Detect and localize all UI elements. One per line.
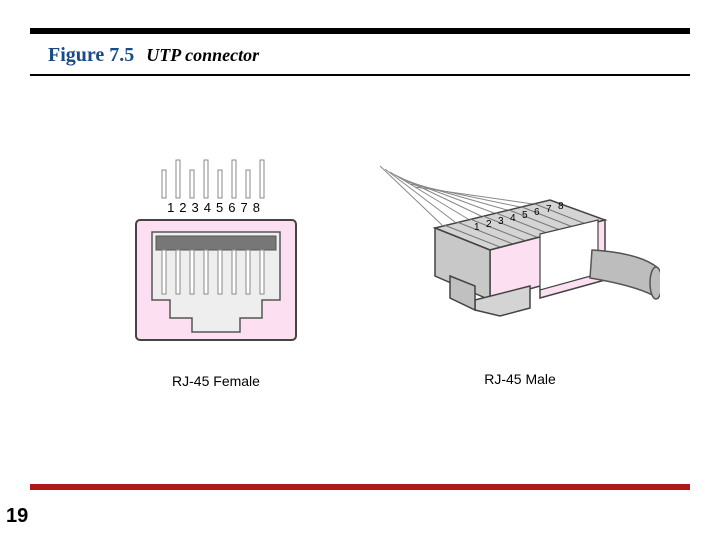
page-number: 19 — [6, 505, 28, 528]
rj45-female-svg: 12345678 — [116, 150, 316, 360]
figure-number: Figure 7.5 — [48, 44, 134, 67]
rj45-male-svg: 12345678 — [380, 158, 660, 358]
rj45-male-label: RJ-45 Male — [380, 371, 660, 387]
under-rule — [30, 74, 690, 76]
bottom-rule — [30, 484, 690, 490]
diagram-area: 12345678 RJ-45 Female 12345678 — [0, 120, 720, 420]
svg-text:12345678: 12345678 — [167, 200, 265, 215]
figure-title: UTP connector — [146, 45, 259, 66]
top-rule — [30, 28, 690, 34]
rj45-female-label: RJ-45 Female — [116, 373, 316, 389]
rj45-male: 12345678 RJ-45 Male — [380, 158, 660, 387]
figure-heading: Figure 7.5 UTP connector — [48, 44, 259, 67]
rj45-female: 12345678 RJ-45 Female — [116, 150, 316, 389]
